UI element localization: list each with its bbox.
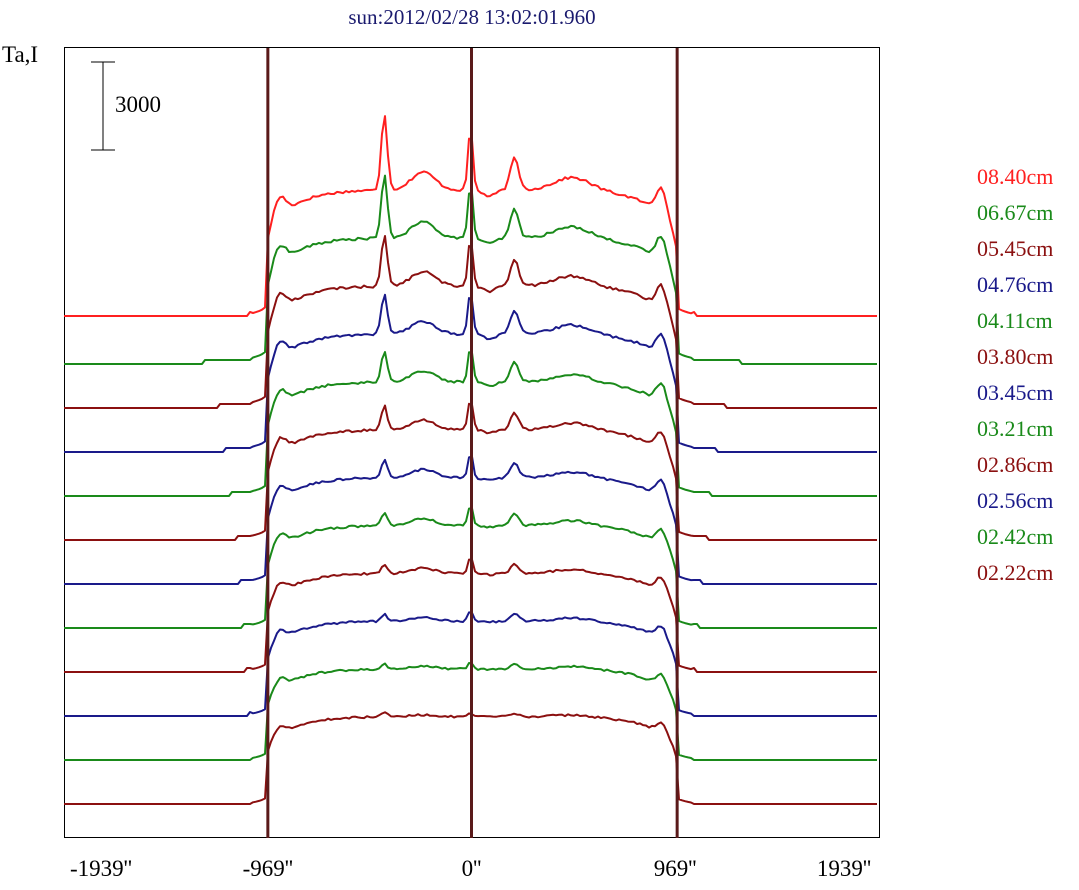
scale-bar-label: 3000 bbox=[115, 92, 161, 117]
legend-entry: 04.11cm bbox=[977, 308, 1053, 333]
x-tick-label: -969'' bbox=[243, 856, 293, 881]
legend-entry: 03.80cm bbox=[977, 344, 1053, 369]
legend-entry: 06.67cm bbox=[977, 200, 1053, 225]
x-tick-label: -1939'' bbox=[70, 856, 132, 881]
x-tick-label: 1939'' bbox=[817, 856, 871, 881]
x-tick-label: 969'' bbox=[654, 856, 697, 881]
legend-entry: 02.42cm bbox=[977, 524, 1053, 549]
legend: 08.40cm 06.67cm 05.45cm 04.76cm 04.11cm 03.80… bbox=[977, 164, 1053, 585]
scale-bar: 3000 bbox=[91, 61, 161, 151]
chart-title: sun:2012/02/28 13:02:01.960 bbox=[348, 5, 595, 29]
x-tick-label: 0'' bbox=[462, 856, 482, 881]
y-axis-label: Ta,I bbox=[2, 42, 38, 67]
legend-entry: 03.45cm bbox=[977, 380, 1053, 405]
legend-entry: 05.45cm bbox=[977, 236, 1053, 261]
x-tick-labels: -1939'' -969'' 0'' 969'' 1939'' bbox=[70, 856, 871, 881]
vertical-markers bbox=[266, 48, 679, 838]
legend-entry: 02.86cm bbox=[977, 452, 1053, 477]
legend-entry: 02.22cm bbox=[977, 560, 1053, 585]
legend-entry: 08.40cm bbox=[977, 164, 1053, 189]
legend-entry: 03.21cm bbox=[977, 416, 1053, 441]
legend-entry: 02.56cm bbox=[977, 488, 1053, 513]
legend-entry: 04.76cm bbox=[977, 272, 1053, 297]
